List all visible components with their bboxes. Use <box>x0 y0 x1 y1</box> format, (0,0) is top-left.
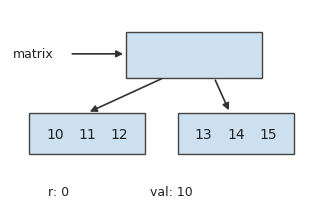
Text: 15: 15 <box>259 127 277 141</box>
Text: 12: 12 <box>111 127 128 141</box>
Text: 13: 13 <box>195 127 212 141</box>
Text: 14: 14 <box>227 127 245 141</box>
FancyBboxPatch shape <box>29 113 145 154</box>
FancyBboxPatch shape <box>126 33 262 78</box>
Text: 11: 11 <box>78 127 96 141</box>
Text: r: 0: r: 0 <box>47 185 69 198</box>
Text: matrix: matrix <box>13 48 54 61</box>
Text: 10: 10 <box>46 127 64 141</box>
Text: val: 10: val: 10 <box>150 185 193 198</box>
FancyBboxPatch shape <box>178 113 294 154</box>
